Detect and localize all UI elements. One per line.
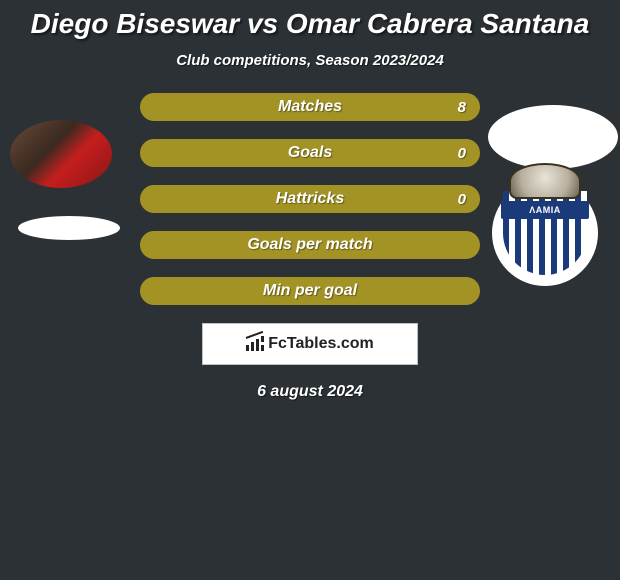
club-badge-shield: ΛΑΜΙΑ: [503, 191, 587, 275]
date-text: 6 august 2024: [0, 383, 620, 401]
chart-icon: [246, 337, 264, 351]
vs-text: vs: [247, 8, 278, 39]
player1-team-ellipse: [18, 216, 120, 240]
stat-label: Goals: [288, 144, 332, 162]
stat-row-goals: Goals 0: [140, 139, 480, 167]
stat-label: Goals per match: [247, 236, 372, 254]
stat-value-right: 0: [458, 145, 466, 162]
stat-label: Min per goal: [263, 282, 357, 300]
subtitle: Club competitions, Season 2023/2024: [0, 52, 620, 69]
stat-row-min-per-goal: Min per goal: [140, 277, 480, 305]
source-logo-box: FcTables.com: [202, 323, 418, 365]
club-badge: ΛΑΜΙΑ: [492, 180, 598, 286]
stat-value-right: 0: [458, 191, 466, 208]
club-badge-band: ΛΑΜΙΑ: [501, 201, 589, 219]
stat-row-hattricks: Hattricks 0: [140, 185, 480, 213]
stat-label: Hattricks: [276, 190, 344, 208]
stat-row-matches: Matches 8: [140, 93, 480, 121]
stat-row-goals-per-match: Goals per match: [140, 231, 480, 259]
player2-photo: [488, 105, 618, 169]
source-logo-text: FcTables.com: [268, 335, 374, 353]
player1-name: Diego Biseswar: [31, 8, 240, 39]
stat-value-right: 8: [458, 99, 466, 116]
player2-name: Omar Cabrera Santana: [286, 8, 589, 39]
source-logo: FcTables.com: [246, 335, 374, 353]
stat-label: Matches: [278, 98, 342, 116]
player1-photo: [10, 120, 112, 188]
club-badge-ship: [509, 163, 581, 199]
page-title: Diego Biseswar vs Omar Cabrera Santana: [0, 0, 620, 40]
